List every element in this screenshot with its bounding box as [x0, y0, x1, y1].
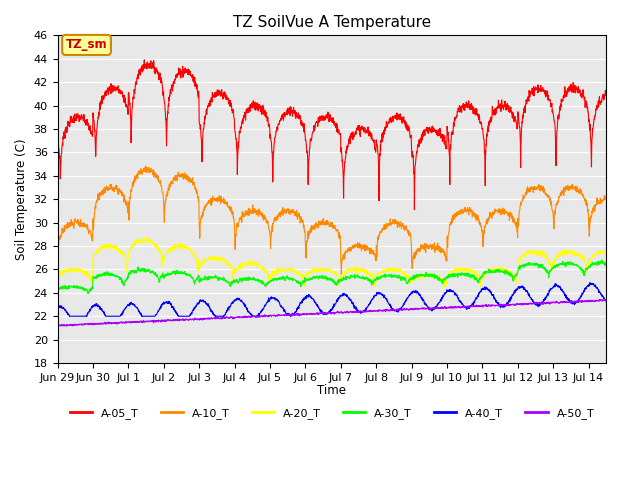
- A-10_T: [587, 214, 595, 220]
- Title: TZ SoilVue A Temperature: TZ SoilVue A Temperature: [233, 15, 431, 30]
- A-30_T: [486, 270, 493, 276]
- A-50_T: [63, 324, 70, 329]
- A-10_T: [321, 220, 328, 226]
- Legend: A-05_T, A-10_T, A-20_T, A-30_T, A-40_T, A-50_T: A-05_T, A-10_T, A-20_T, A-30_T, A-40_T, …: [65, 403, 598, 423]
- A-40_T: [321, 310, 328, 316]
- A-50_T: [82, 321, 90, 327]
- A-30_T: [587, 262, 595, 268]
- Line: A-05_T: A-05_T: [58, 60, 606, 209]
- A-20_T: [587, 259, 595, 264]
- A-05_T: [486, 117, 494, 123]
- A-40_T: [602, 299, 610, 305]
- A-50_T: [600, 297, 608, 302]
- A-20_T: [54, 274, 61, 280]
- Text: TZ_sm: TZ_sm: [66, 38, 108, 51]
- A-40_T: [65, 313, 73, 319]
- Line: A-10_T: A-10_T: [58, 166, 606, 276]
- A-30_T: [82, 287, 90, 292]
- A-10_T: [602, 194, 610, 200]
- A-05_T: [54, 133, 61, 139]
- A-40_T: [82, 313, 90, 319]
- A-50_T: [54, 323, 61, 328]
- Line: A-40_T: A-40_T: [58, 283, 606, 316]
- A-20_T: [587, 257, 595, 263]
- A-05_T: [307, 141, 314, 146]
- A-40_T: [587, 282, 595, 288]
- A-20_T: [602, 247, 610, 252]
- Line: A-20_T: A-20_T: [58, 237, 606, 288]
- A-40_T: [486, 289, 493, 295]
- A-20_T: [486, 267, 494, 273]
- A-30_T: [586, 263, 594, 268]
- A-50_T: [321, 311, 328, 316]
- A-50_T: [602, 297, 610, 303]
- A-30_T: [321, 276, 328, 281]
- A-20_T: [307, 269, 314, 275]
- A-30_T: [307, 275, 314, 281]
- A-40_T: [586, 280, 594, 286]
- A-20_T: [143, 234, 150, 240]
- A-10_T: [337, 274, 345, 279]
- A-05_T: [82, 118, 90, 123]
- A-10_T: [142, 163, 150, 169]
- A-05_T: [411, 206, 419, 212]
- A-30_T: [598, 257, 605, 263]
- Line: A-50_T: A-50_T: [58, 300, 606, 326]
- A-05_T: [602, 92, 610, 98]
- A-05_T: [321, 117, 328, 123]
- A-30_T: [602, 259, 610, 265]
- A-20_T: [442, 285, 449, 291]
- A-05_T: [587, 136, 595, 142]
- A-50_T: [586, 298, 594, 303]
- A-05_T: [140, 57, 148, 63]
- A-50_T: [307, 311, 314, 316]
- A-40_T: [587, 280, 595, 286]
- A-40_T: [54, 305, 61, 311]
- A-10_T: [307, 227, 314, 233]
- A-30_T: [54, 288, 61, 293]
- A-20_T: [82, 270, 90, 276]
- Y-axis label: Soil Temperature (C): Soil Temperature (C): [15, 138, 28, 260]
- X-axis label: Time: Time: [317, 384, 346, 397]
- A-10_T: [82, 223, 90, 229]
- A-10_T: [486, 210, 494, 216]
- A-10_T: [587, 214, 595, 220]
- A-05_T: [587, 138, 595, 144]
- A-50_T: [587, 298, 595, 304]
- A-20_T: [321, 269, 328, 275]
- A-10_T: [54, 240, 61, 246]
- A-40_T: [307, 293, 314, 299]
- Line: A-30_T: A-30_T: [58, 260, 606, 293]
- A-50_T: [486, 302, 493, 308]
- A-30_T: [84, 290, 92, 296]
